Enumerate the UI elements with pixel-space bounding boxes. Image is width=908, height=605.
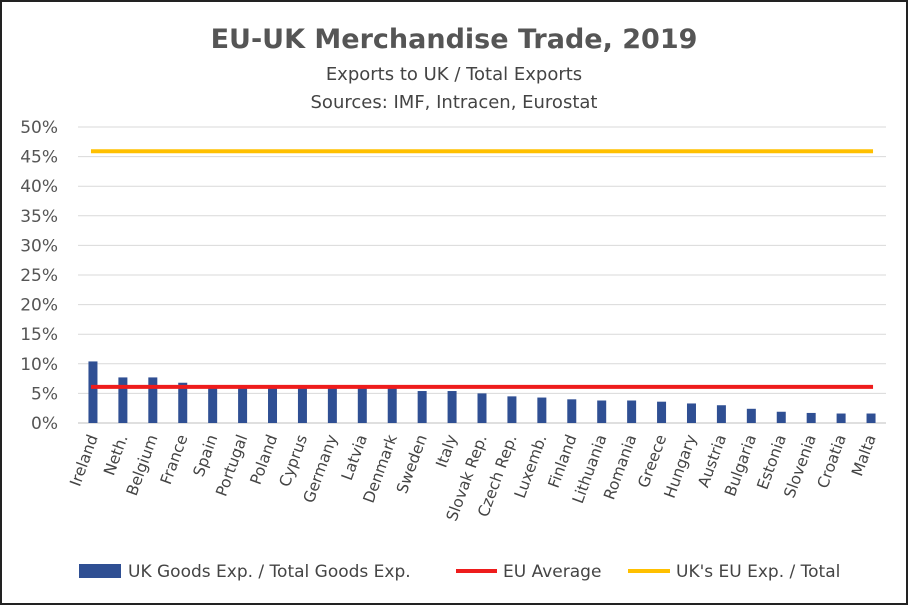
x-category-label: Malta	[848, 432, 880, 478]
y-axis-ticks: 0% 5% 10% 15% 20% 25% 30% 35% 40% 45% 50%	[20, 118, 58, 434]
bar	[507, 396, 517, 423]
bar	[686, 403, 696, 423]
bar	[148, 377, 158, 423]
bar	[567, 399, 577, 423]
legend-label: UK Goods Exp. / Total Goods Exp.	[128, 562, 411, 582]
bar	[178, 382, 188, 423]
bar	[88, 361, 98, 423]
bar	[716, 405, 726, 423]
bar	[776, 411, 786, 423]
bar	[357, 387, 367, 423]
bar	[268, 387, 278, 423]
bar	[208, 386, 218, 423]
bar	[627, 400, 637, 423]
chart-subtitle: Exports to UK / Total Exports	[326, 64, 582, 85]
y-tick-label: 10%	[20, 355, 58, 375]
y-tick-label: 30%	[20, 236, 58, 256]
x-category-label: Neth.	[100, 432, 131, 478]
y-tick-label: 0%	[31, 414, 58, 434]
chart-source: Sources: IMF, Intracen, Eurostat	[311, 92, 598, 113]
y-tick-label: 20%	[20, 296, 58, 316]
bar	[387, 387, 397, 423]
y-tick-label: 45%	[20, 148, 58, 168]
bar	[417, 391, 427, 423]
x-category-label: Ireland	[66, 432, 101, 489]
bar	[537, 397, 547, 423]
bar	[746, 408, 756, 423]
x-axis-categories: IrelandNeth.BelgiumFranceSpainPortugalPo…	[66, 432, 879, 523]
x-category-label: Spain	[190, 432, 222, 479]
legend: UK Goods Exp. / Total Goods Exp. EU Avera…	[79, 562, 840, 582]
x-category-label: Croatia	[814, 432, 850, 491]
x-category-label: Italy	[432, 432, 460, 470]
legend-label: EU Average	[503, 562, 601, 582]
x-category-label: Poland	[247, 432, 282, 487]
y-tick-label: 35%	[20, 207, 58, 227]
bar	[597, 400, 607, 423]
y-tick-label: 15%	[20, 325, 58, 345]
y-tick-label: 25%	[20, 266, 58, 286]
bar	[477, 393, 487, 423]
legend-label: UK's EU Exp. / Total	[676, 562, 840, 582]
bar	[806, 412, 816, 423]
x-category-label: Latvia	[338, 432, 371, 483]
bar	[866, 413, 876, 423]
bar	[657, 401, 667, 423]
line-series	[90, 149, 874, 389]
y-tick-label: 50%	[20, 118, 58, 138]
y-tick-label: 5%	[31, 384, 58, 404]
chart-title: EU-UK Merchandise Trade, 2019	[211, 24, 698, 55]
bar	[447, 391, 457, 423]
bar	[238, 386, 248, 423]
gridlines	[78, 126, 886, 424]
bar	[327, 387, 337, 423]
y-tick-label: 40%	[20, 177, 58, 197]
bar	[836, 413, 846, 423]
bar	[297, 387, 307, 423]
bar	[118, 377, 128, 423]
bar-series	[88, 361, 876, 423]
legend-swatch	[79, 564, 121, 578]
x-category-label: France	[157, 432, 192, 487]
